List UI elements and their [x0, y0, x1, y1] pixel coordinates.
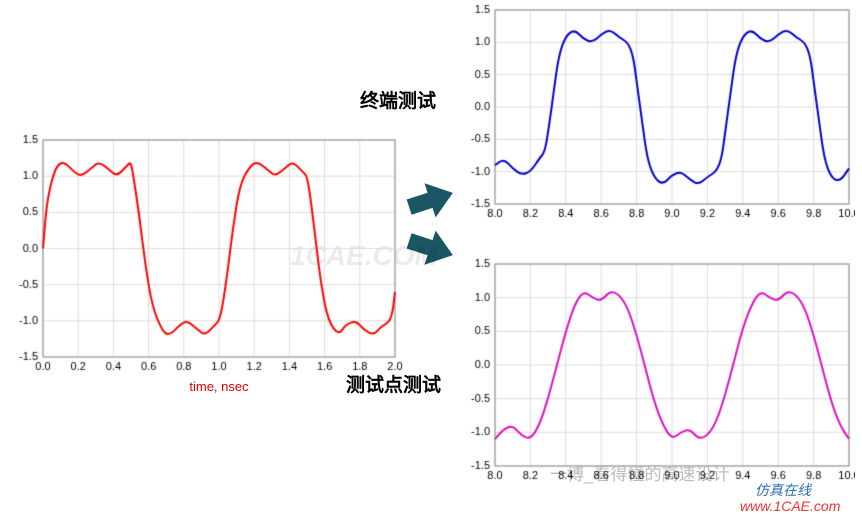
arrow-bottom-right: [406, 226, 456, 270]
left-chart: [5, 130, 403, 385]
footer-link: www.1CAE.com: [740, 498, 840, 514]
left-chart-xlabel: time, nsec: [43, 379, 395, 394]
top-chart-label: 终端测试: [360, 86, 436, 113]
right-top-chart: [459, 2, 855, 230]
arrow-top-right: [406, 178, 456, 222]
right-bottom-chart: [459, 256, 855, 492]
